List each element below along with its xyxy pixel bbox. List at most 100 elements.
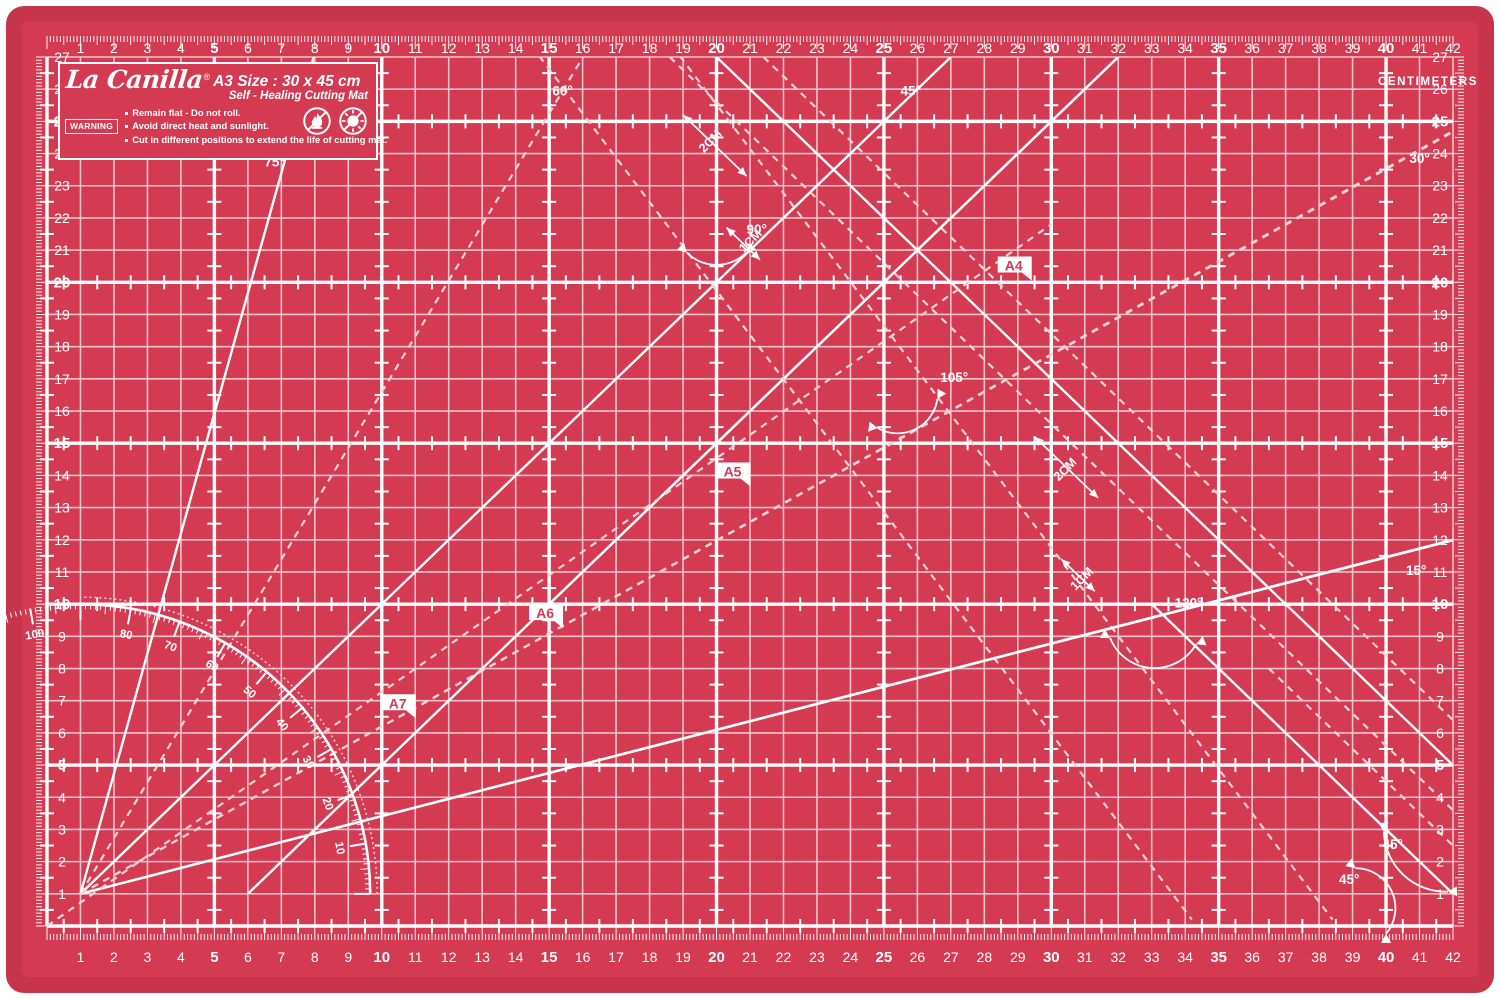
- svg-text:15: 15: [541, 949, 558, 966]
- svg-text:23: 23: [54, 178, 70, 194]
- svg-text:42: 42: [1445, 40, 1461, 56]
- svg-text:13: 13: [1432, 500, 1448, 516]
- svg-text:14: 14: [508, 40, 524, 56]
- svg-text:9: 9: [58, 628, 66, 644]
- svg-text:35: 35: [1210, 40, 1227, 57]
- svg-text:24: 24: [843, 949, 859, 965]
- svg-text:11: 11: [408, 949, 423, 965]
- svg-text:32: 32: [1110, 949, 1126, 965]
- svg-text:37: 37: [1278, 40, 1294, 56]
- svg-text:19: 19: [675, 40, 691, 56]
- svg-text:45°: 45°: [900, 84, 920, 99]
- svg-text:21: 21: [742, 40, 758, 56]
- svg-text:4: 4: [177, 949, 185, 965]
- svg-text:12: 12: [1432, 532, 1448, 548]
- paper-size-label: A6: [536, 605, 554, 621]
- svg-text:9: 9: [344, 949, 352, 965]
- svg-text:20: 20: [708, 40, 725, 57]
- svg-text:11: 11: [55, 564, 70, 580]
- svg-text:8: 8: [58, 661, 66, 677]
- svg-text:45°: 45°: [1339, 872, 1359, 887]
- svg-text:41: 41: [1412, 40, 1428, 56]
- svg-text:16: 16: [1432, 403, 1448, 419]
- svg-text:6: 6: [244, 40, 252, 56]
- svg-text:60°: 60°: [552, 84, 572, 99]
- paper-size-flag: [529, 604, 564, 629]
- svg-text:7: 7: [58, 693, 66, 709]
- warning-text: Avoid direct heat and sunlight.: [132, 120, 269, 132]
- svg-text:17: 17: [608, 40, 624, 56]
- svg-text:23: 23: [1432, 178, 1448, 194]
- svg-text:27: 27: [943, 40, 959, 56]
- paper-size-label: A5: [724, 464, 742, 480]
- svg-text:10: 10: [54, 596, 71, 613]
- svg-text:19: 19: [1432, 306, 1448, 322]
- svg-text:20: 20: [319, 796, 335, 812]
- svg-text:32: 32: [1110, 40, 1126, 56]
- svg-text:24: 24: [843, 40, 859, 56]
- svg-text:90°: 90°: [746, 222, 766, 237]
- svg-text:33: 33: [1144, 40, 1160, 56]
- svg-text:1: 1: [58, 886, 66, 902]
- svg-text:21: 21: [742, 949, 758, 965]
- svg-text:34: 34: [1177, 40, 1193, 56]
- svg-text:17: 17: [608, 949, 624, 965]
- hazard-icons: [302, 106, 368, 136]
- svg-text:30°: 30°: [1409, 151, 1429, 166]
- svg-text:30: 30: [1043, 949, 1060, 966]
- svg-text:5: 5: [58, 757, 66, 774]
- svg-text:12: 12: [54, 532, 70, 548]
- svg-text:15: 15: [1432, 435, 1449, 452]
- warning-item: Remain flat - Do not roll.: [125, 106, 387, 119]
- svg-text:13: 13: [54, 500, 70, 516]
- svg-text:4: 4: [58, 789, 66, 805]
- svg-text:29: 29: [1010, 949, 1026, 965]
- svg-text:31: 31: [1077, 40, 1093, 56]
- svg-text:15°: 15°: [1406, 563, 1426, 578]
- warning-badge: WARNING: [65, 118, 119, 134]
- svg-text:14: 14: [508, 949, 524, 965]
- svg-text:38: 38: [1311, 949, 1327, 965]
- svg-text:7: 7: [1436, 693, 1444, 709]
- svg-text:21: 21: [1432, 242, 1448, 258]
- svg-text:37: 37: [1278, 949, 1294, 965]
- svg-text:2: 2: [110, 40, 118, 56]
- svg-text:29: 29: [1010, 40, 1026, 56]
- svg-text:22: 22: [776, 40, 792, 56]
- svg-text:15: 15: [54, 435, 71, 452]
- svg-text:15: 15: [541, 40, 558, 57]
- svg-text:16: 16: [575, 949, 591, 965]
- svg-text:11: 11: [1433, 564, 1448, 580]
- svg-text:22: 22: [1432, 210, 1448, 226]
- svg-text:20: 20: [1432, 274, 1449, 291]
- svg-text:2: 2: [1436, 854, 1444, 870]
- svg-text:11: 11: [408, 40, 423, 56]
- svg-text:26: 26: [910, 949, 926, 965]
- svg-text:18: 18: [642, 949, 658, 965]
- svg-text:27: 27: [943, 949, 959, 965]
- svg-text:60: 60: [203, 658, 220, 675]
- svg-text:13: 13: [474, 949, 490, 965]
- registered-mark: ®: [203, 72, 211, 82]
- svg-text:10: 10: [332, 841, 346, 856]
- product-subtitle: Self - Healing Cutting Mat: [228, 90, 368, 102]
- paper-size-flag: [381, 694, 416, 719]
- svg-text:25: 25: [876, 949, 893, 966]
- svg-text:30: 30: [1043, 40, 1060, 57]
- svg-text:18: 18: [54, 339, 70, 355]
- units-label: CENTIMETERS: [1377, 76, 1478, 88]
- svg-text:18: 18: [1432, 339, 1448, 355]
- warning-item: Avoid direct heat and sunlight.: [125, 119, 387, 132]
- svg-text:22: 22: [776, 949, 792, 965]
- svg-text:16: 16: [575, 40, 591, 56]
- svg-text:25: 25: [876, 40, 893, 57]
- svg-text:2: 2: [58, 854, 66, 870]
- svg-text:7: 7: [277, 40, 285, 56]
- svg-text:6: 6: [58, 725, 66, 741]
- svg-text:10: 10: [1432, 596, 1449, 613]
- svg-text:40: 40: [1378, 40, 1395, 57]
- svg-text:23: 23: [809, 40, 825, 56]
- svg-text:17: 17: [1432, 371, 1448, 387]
